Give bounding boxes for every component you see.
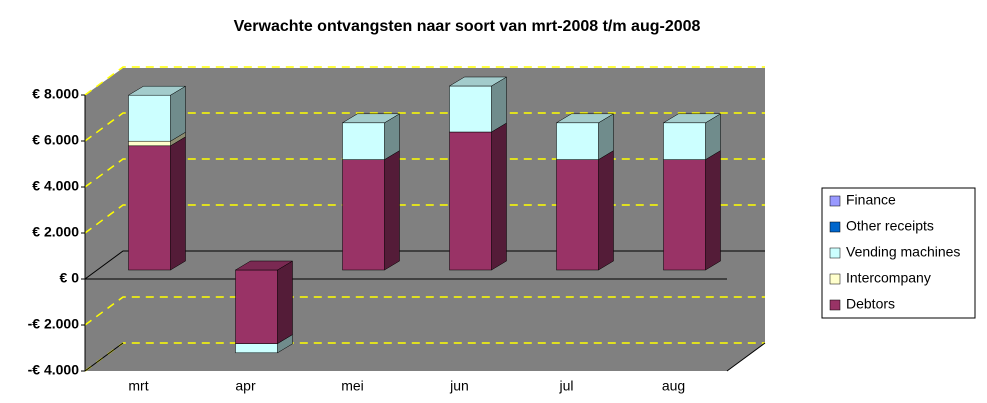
bar [556, 122, 599, 160]
y-tick-label: € 4.000 [32, 178, 79, 194]
legend-swatch [829, 247, 841, 259]
legend-label: Intercompany [846, 270, 931, 286]
grid-line [84, 204, 765, 234]
grid-line [84, 158, 765, 188]
floor-edge [726, 342, 766, 372]
legend-swatch [829, 273, 841, 285]
bar-side [384, 150, 400, 271]
floor [85, 343, 765, 371]
bar [128, 140, 171, 147]
bar [128, 145, 171, 271]
legend-label: Finance [846, 192, 896, 208]
bar [449, 131, 492, 271]
bar [235, 343, 278, 354]
bar-top [234, 260, 294, 271]
grid-line [84, 296, 765, 326]
grid-line [84, 250, 765, 280]
y-tick-label: -€ 4.000 [28, 362, 80, 378]
legend-swatch [829, 195, 841, 207]
bar-side [277, 260, 293, 345]
legend-label: Vending machines [846, 244, 960, 260]
bar [449, 85, 492, 133]
y-tick-label: € 6.000 [32, 132, 79, 148]
bar-side [491, 122, 507, 271]
bar-side [491, 76, 507, 133]
wall-edge [84, 342, 124, 372]
y-tick-label: € 0 [60, 270, 80, 286]
bar-top [662, 113, 722, 124]
bar [342, 122, 385, 160]
bar-side [705, 150, 721, 271]
bar [663, 122, 706, 160]
bar-top [448, 76, 508, 87]
legend [821, 187, 976, 319]
bar [663, 159, 706, 271]
x-tick-label: aug [662, 378, 685, 394]
y-tick-label: € 2.000 [32, 224, 79, 240]
grid-line [84, 66, 765, 96]
side-wall [85, 68, 123, 371]
legend-swatch [829, 221, 841, 233]
bar-side [170, 136, 186, 271]
x-tick-label: apr [235, 378, 256, 394]
x-tick-label: mrt [128, 378, 148, 394]
x-tick-label: mei [341, 378, 364, 394]
bar [556, 159, 599, 271]
bar [342, 159, 385, 271]
x-tick-label: jun [449, 378, 469, 394]
legend-label: Other receipts [846, 218, 934, 234]
legend-swatch [829, 299, 841, 311]
bar-side [598, 150, 614, 271]
bar [235, 269, 278, 344]
chart-title: Verwachte ontvangsten naar soort van mrt… [234, 18, 701, 35]
bar-top [555, 113, 615, 124]
legend-label: Debtors [846, 296, 895, 312]
bar-top [127, 85, 187, 96]
bar [128, 94, 171, 142]
bar-side [170, 85, 186, 142]
y-tick-label: € 8.000 [32, 86, 79, 102]
y-tick-label: -€ 2.000 [28, 316, 80, 332]
bar-top [341, 113, 401, 124]
x-tick-label: jul [558, 378, 573, 394]
grid-line [84, 112, 765, 142]
